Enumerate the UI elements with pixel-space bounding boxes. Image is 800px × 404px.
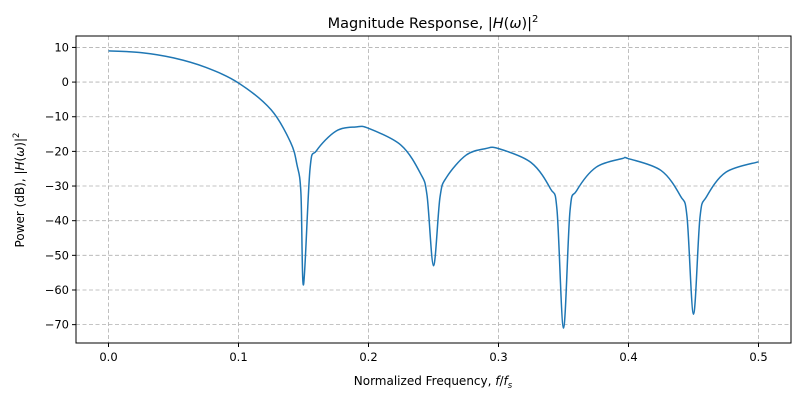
x-tick-label: 0.2 xyxy=(359,350,377,364)
y-axis-ticks: 10 0 −10 −20 −30 −40 −50 −60 −70 xyxy=(45,40,76,332)
magnitude-response-line xyxy=(108,50,759,329)
grid xyxy=(76,36,791,343)
y-tick-label: 0 xyxy=(62,75,69,89)
y-tick-label: −50 xyxy=(45,248,69,262)
y-tick-label: −60 xyxy=(45,283,69,297)
y-tick-label: −20 xyxy=(45,144,69,158)
x-tick-label: 0.5 xyxy=(749,350,767,364)
x-axis-label: Normalized Frequency, f/fs xyxy=(354,374,513,391)
y-tick-label: −10 xyxy=(45,110,69,124)
x-tick-label: 0.0 xyxy=(99,350,117,364)
x-tick-label: 0.3 xyxy=(489,350,507,364)
y-axis-label: Power (dB), |H(ω)|2 xyxy=(12,133,27,248)
chart-title: Magnitude Response, |H(ω)|2 xyxy=(328,14,539,32)
plot-frame xyxy=(75,35,792,344)
x-tick-label: 0.1 xyxy=(229,350,247,364)
y-tick-label: −70 xyxy=(45,318,69,332)
y-tick-label: −30 xyxy=(45,179,69,193)
y-tick-label: −40 xyxy=(45,214,69,228)
x-axis-ticks: 0.0 0.1 0.2 0.3 0.4 0.5 xyxy=(99,343,768,364)
x-tick-label: 0.4 xyxy=(619,350,637,364)
y-tick-label: 10 xyxy=(54,40,69,54)
